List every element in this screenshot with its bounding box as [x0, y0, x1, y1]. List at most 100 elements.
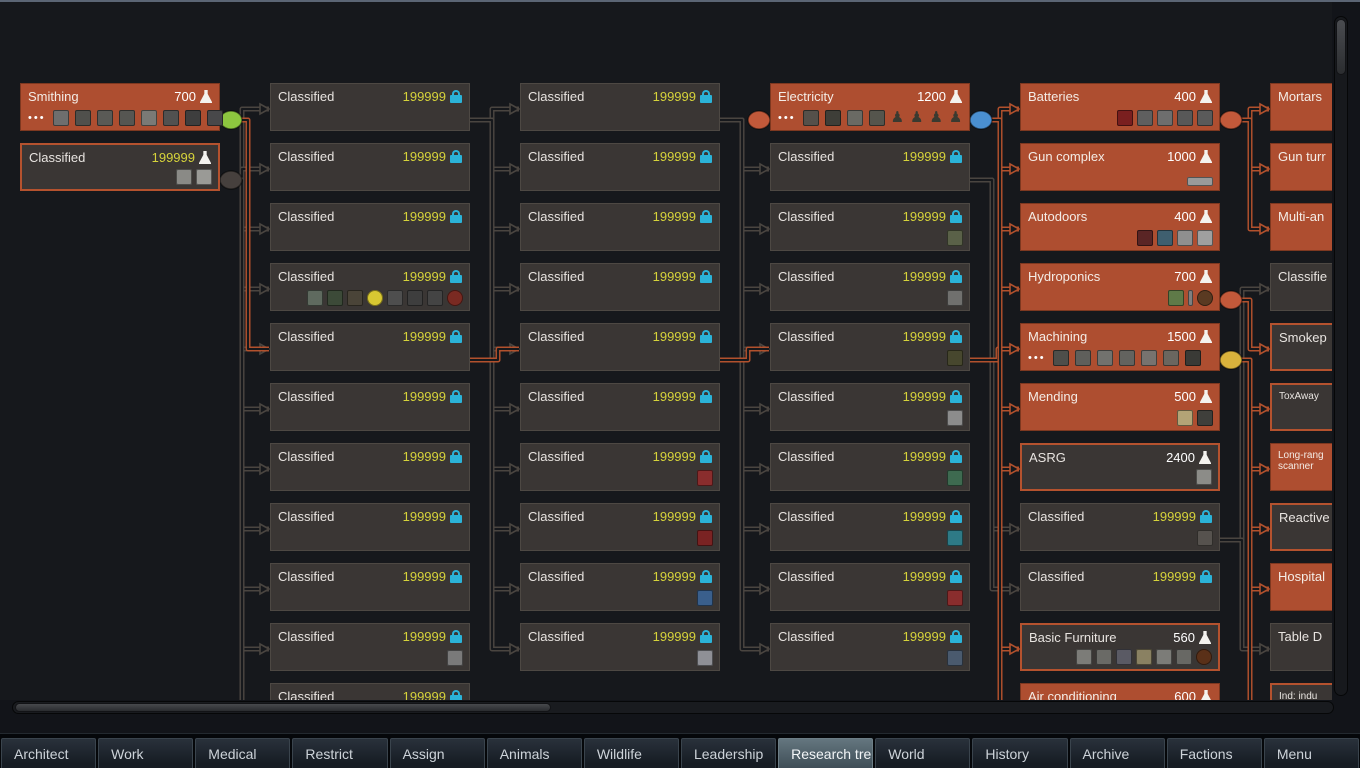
flask-icon	[1200, 210, 1212, 223]
node-title: Mending	[1028, 389, 1078, 404]
research-node-c4n7[interactable]: Classified199999	[770, 503, 970, 551]
research-node-c6n5[interactable]: ToxAway	[1270, 383, 1332, 431]
research-node-c6n2[interactable]: Multi-an	[1270, 203, 1332, 251]
unlock-items-row	[778, 350, 963, 366]
tab-research-tre[interactable]: Research tre	[778, 738, 873, 768]
node-title: Classified	[278, 209, 334, 224]
research-node-c6n3[interactable]: Classifie	[1270, 263, 1332, 311]
tab-animals[interactable]: Animals	[487, 738, 582, 768]
research-node-c6n7[interactable]: Reactive	[1270, 503, 1332, 551]
item-icon	[307, 290, 323, 306]
research-node-c1n1[interactable]: Classified199999	[20, 143, 220, 191]
research-node-c3n7[interactable]: Classified199999	[520, 503, 720, 551]
unlock-items-row	[1028, 530, 1213, 546]
research-node-c5n5[interactable]: Mending500	[1020, 383, 1220, 431]
research-node-c5n3[interactable]: Hydroponics700	[1020, 263, 1220, 311]
research-node-c3n2[interactable]: Classified199999	[520, 203, 720, 251]
unlock-items-row	[778, 530, 963, 546]
tab-wildlife[interactable]: Wildlife	[584, 738, 679, 768]
item-icon	[947, 650, 963, 666]
research-node-c6n9[interactable]: Table D	[1270, 623, 1332, 671]
edge-arrowhead	[1260, 284, 1269, 294]
unlock-items-row	[278, 650, 463, 666]
research-node-c4n5[interactable]: Classified199999	[770, 383, 970, 431]
research-node-c4n9[interactable]: Classified199999	[770, 623, 970, 671]
research-node-c5n9[interactable]: Basic Furniture560	[1020, 623, 1220, 671]
tab-world[interactable]: World	[875, 738, 970, 768]
research-node-c3n3[interactable]: Classified199999	[520, 263, 720, 311]
research-node-c3n4[interactable]: Classified199999	[520, 323, 720, 371]
research-node-c4n8[interactable]: Classified199999	[770, 563, 970, 611]
research-node-c2n5[interactable]: Classified199999	[270, 383, 470, 431]
research-node-c2n9[interactable]: Classified199999	[270, 623, 470, 671]
lock-icon	[450, 150, 462, 163]
research-cost: 199999	[403, 569, 462, 584]
tab-archive[interactable]: Archive	[1070, 738, 1165, 768]
cost-value: 199999	[653, 569, 696, 584]
vertical-scrollbar-thumb[interactable]	[1336, 19, 1346, 75]
research-node-c6n4[interactable]: Smokep	[1270, 323, 1332, 371]
research-node-c3n1[interactable]: Classified199999	[520, 143, 720, 191]
item-icon	[947, 350, 963, 366]
research-node-c4n3[interactable]: Classified199999	[770, 263, 970, 311]
research-node-c5n2[interactable]: Autodoors400	[1020, 203, 1220, 251]
item-icon	[427, 290, 443, 306]
connection-dot	[1220, 351, 1242, 369]
research-node-c4n2[interactable]: Classified199999	[770, 203, 970, 251]
research-node-c4n0[interactable]: Electricity1200•••♟♟♟♟	[770, 83, 970, 131]
research-node-c2n0[interactable]: Classified199999	[270, 83, 470, 131]
research-node-c2n7[interactable]: Classified199999	[270, 503, 470, 551]
vertical-scrollbar[interactable]	[1334, 16, 1348, 696]
research-node-c3n8[interactable]: Classified199999	[520, 563, 720, 611]
research-node-c6n0[interactable]: Mortars	[1270, 83, 1332, 131]
research-node-c6n1[interactable]: Gun turr	[1270, 143, 1332, 191]
more-items-dots: •••	[778, 112, 796, 124]
research-node-c5n7[interactable]: Classified199999	[1020, 503, 1220, 551]
research-node-c4n4[interactable]: Classified199999	[770, 323, 970, 371]
tab-medical[interactable]: Medical	[195, 738, 290, 768]
unlock-items-row	[528, 650, 713, 666]
research-node-c1n0[interactable]: Smithing700•••	[20, 83, 220, 131]
research-node-c5n8[interactable]: Classified199999	[1020, 563, 1220, 611]
research-node-c3n9[interactable]: Classified199999	[520, 623, 720, 671]
research-tree-viewport[interactable]: Smithing700•••Classified199999Classified…	[0, 2, 1332, 700]
tab-factions[interactable]: Factions	[1167, 738, 1262, 768]
cost-value: 199999	[403, 569, 446, 584]
research-node-c4n1[interactable]: Classified199999	[770, 143, 970, 191]
research-node-c2n8[interactable]: Classified199999	[270, 563, 470, 611]
research-node-c6n8[interactable]: Hospital	[1270, 563, 1332, 611]
tab-work[interactable]: Work	[98, 738, 193, 768]
research-node-c2n3[interactable]: Classified199999	[270, 263, 470, 311]
tab-history[interactable]: History	[972, 738, 1067, 768]
research-node-c6n10[interactable]: Ind: indu	[1270, 683, 1332, 700]
edge-arrowhead	[760, 464, 769, 474]
research-node-c5n6[interactable]: ASRG2400	[1020, 443, 1220, 491]
lock-icon	[950, 210, 962, 223]
research-node-c5n1[interactable]: Gun complex1000	[1020, 143, 1220, 191]
research-node-c2n2[interactable]: Classified199999	[270, 203, 470, 251]
research-node-c2n1[interactable]: Classified199999	[270, 143, 470, 191]
research-cost: 199999	[903, 389, 962, 404]
tab-menu[interactable]: Menu	[1264, 738, 1359, 768]
research-node-c5n4[interactable]: Machining1500•••	[1020, 323, 1220, 371]
research-node-c5n0[interactable]: Batteries400	[1020, 83, 1220, 131]
research-node-c6n6[interactable]: Long-rang scanner	[1270, 443, 1332, 491]
tab-leadership[interactable]: Leadership	[681, 738, 776, 768]
horizontal-scrollbar[interactable]	[12, 701, 1334, 714]
tab-restrict[interactable]: Restrict	[292, 738, 387, 768]
research-node-c3n5[interactable]: Classified199999	[520, 383, 720, 431]
research-node-c2n4[interactable]: Classified199999	[270, 323, 470, 371]
horizontal-scrollbar-thumb[interactable]	[15, 703, 551, 712]
tab-assign[interactable]: Assign	[390, 738, 485, 768]
item-icon	[1177, 110, 1193, 126]
research-node-c3n0[interactable]: Classified199999	[520, 83, 720, 131]
research-node-c3n6[interactable]: Classified199999	[520, 443, 720, 491]
tab-architect[interactable]: Architect	[1, 738, 96, 768]
research-node-c2n6[interactable]: Classified199999	[270, 443, 470, 491]
flask-icon	[1199, 451, 1211, 464]
research-node-c2n10[interactable]: Classified199999	[270, 683, 470, 700]
research-node-c5n10[interactable]: Air conditioning600	[1020, 683, 1220, 700]
item-icon	[1196, 649, 1212, 665]
flask-icon	[950, 90, 962, 103]
research-node-c4n6[interactable]: Classified199999	[770, 443, 970, 491]
